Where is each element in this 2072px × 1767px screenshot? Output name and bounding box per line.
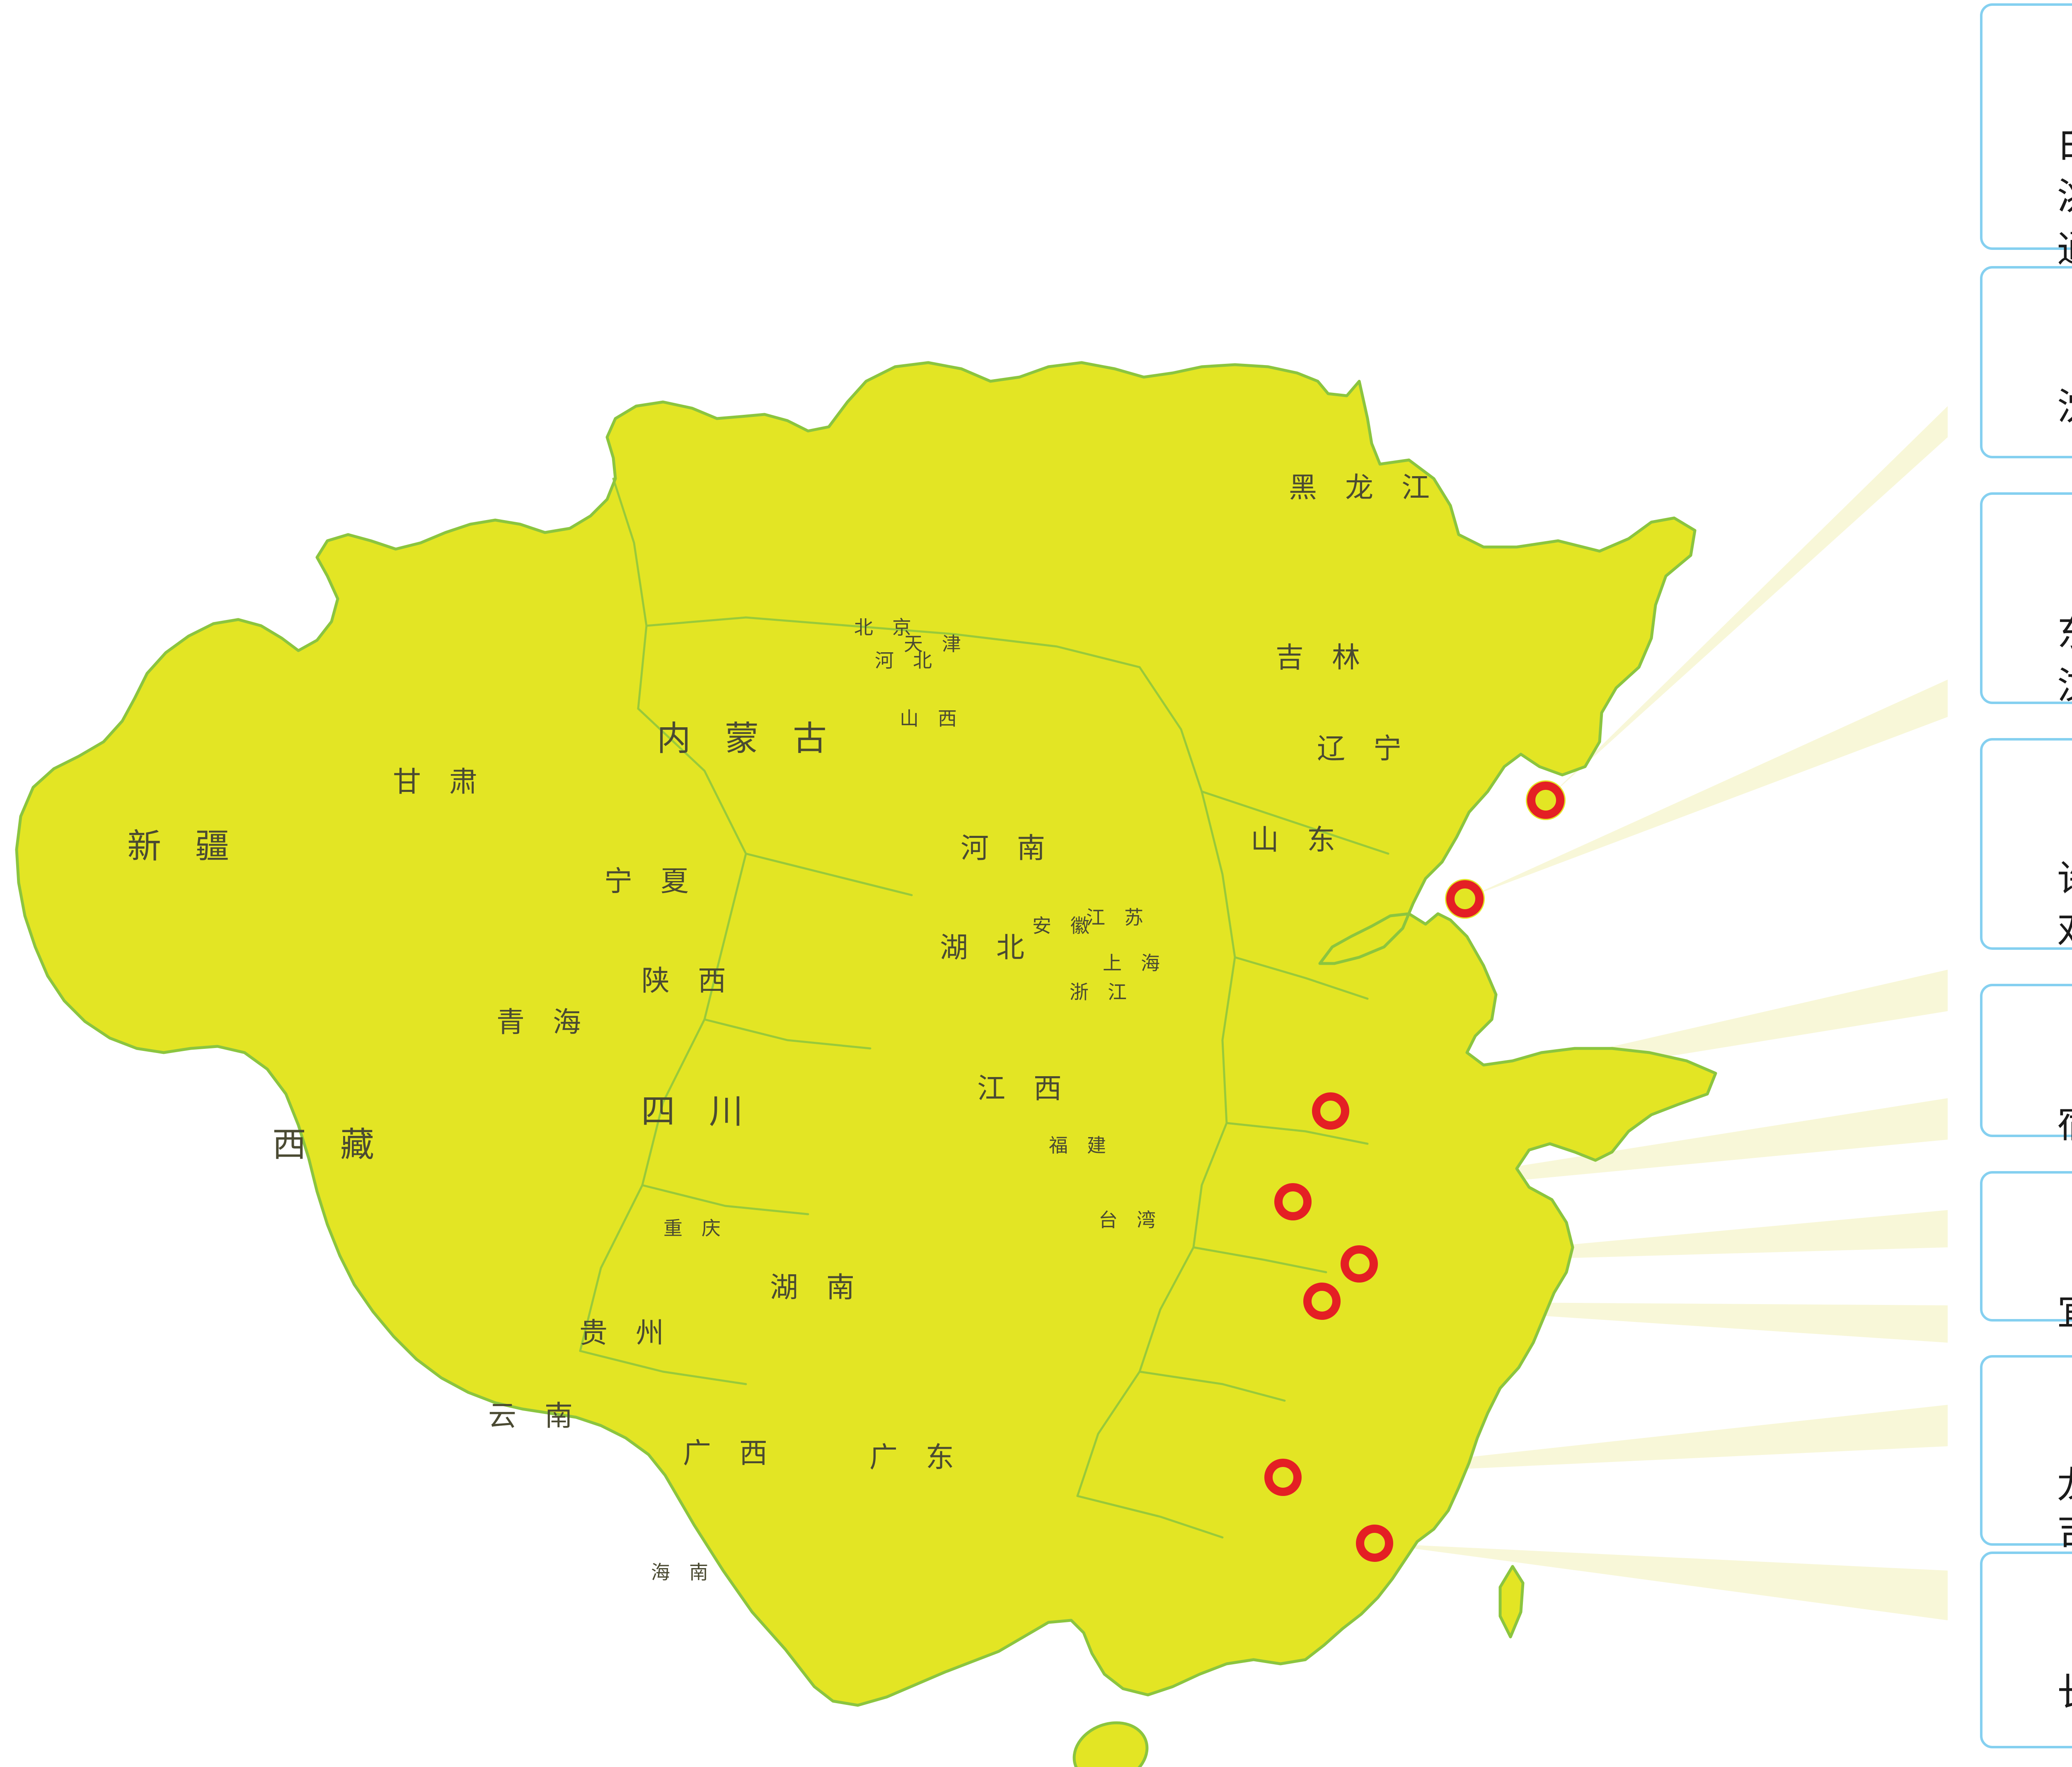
svg-text:台 湾: 台 湾	[1099, 1209, 1156, 1231]
svg-text:黑 龙 江: 黑 龙 江	[1289, 472, 1430, 503]
svg-text:辽 宁: 辽 宁	[1317, 733, 1402, 765]
svg-text:云 南: 云 南	[488, 1400, 573, 1432]
svg-text:天 津: 天 津	[904, 633, 961, 655]
svg-text:海 南: 海 南	[651, 1561, 708, 1583]
svg-text:北 京: 北 京	[854, 617, 911, 638]
svg-text:浙 江: 浙 江	[1070, 981, 1127, 1003]
svg-text:江 西: 江 西	[977, 1073, 1062, 1104]
svg-text:吉 林: 吉 林	[1276, 642, 1360, 673]
svg-text:陕 西: 陕 西	[641, 965, 726, 997]
svg-text:上 海: 上 海	[1103, 952, 1160, 974]
svg-text:湖 南: 湖 南	[770, 1272, 854, 1303]
svg-text:广 西: 广 西	[683, 1438, 767, 1469]
svg-text:新 疆: 新 疆	[127, 828, 229, 865]
svg-text:江 苏: 江 苏	[1086, 907, 1143, 928]
svg-text:广 东: 广 东	[869, 1442, 954, 1473]
svg-text:宁 夏: 宁 夏	[604, 866, 689, 897]
svg-text:安 徽: 安 徽	[1032, 915, 1089, 937]
svg-text:山 东: 山 东	[1251, 824, 1335, 856]
svg-text:山 西: 山 西	[900, 708, 957, 729]
svg-text:西 藏: 西 藏	[272, 1126, 374, 1164]
svg-text:贵 州: 贵 州	[579, 1317, 664, 1349]
svg-text:湖 北: 湖 北	[940, 932, 1024, 963]
svg-text:内 蒙 古: 内 蒙 古	[657, 720, 827, 758]
svg-text:甘 肃: 甘 肃	[393, 766, 477, 798]
svg-text:重 庆: 重 庆	[663, 1218, 721, 1239]
svg-text:四 川: 四 川	[641, 1093, 743, 1130]
svg-text:青 海: 青 海	[496, 1007, 581, 1038]
svg-text:河 南: 河 南	[961, 833, 1045, 864]
svg-text:福 建: 福 建	[1049, 1135, 1106, 1156]
